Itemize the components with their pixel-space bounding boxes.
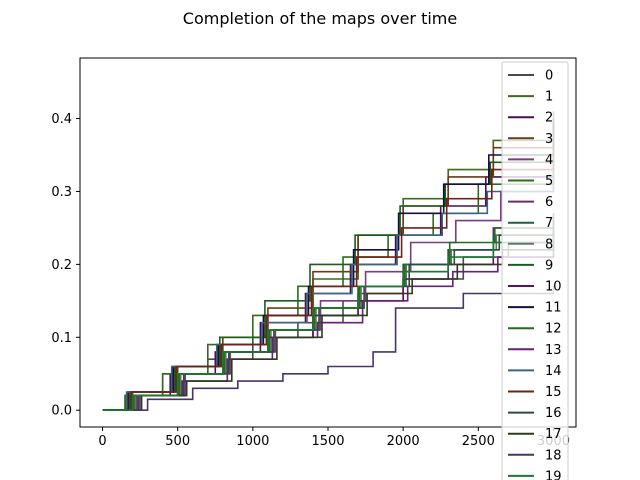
legend-box xyxy=(501,61,569,480)
legend-label: 6 xyxy=(545,195,553,210)
x-tick-label: 1000 xyxy=(236,434,269,449)
series-line-18 xyxy=(102,286,555,411)
y-tick-label: 0.0 xyxy=(51,404,72,419)
y-axis: 0.0 0.1 0.2 0.3 0.4 xyxy=(51,112,80,419)
legend-label: 9 xyxy=(545,258,553,273)
series-line-19 xyxy=(102,235,555,411)
legend-label: 0 xyxy=(545,69,553,84)
legend-label: 4 xyxy=(545,153,553,168)
y-tick-label: 0.1 xyxy=(51,331,72,346)
x-tick-label: 2500 xyxy=(462,434,495,449)
series-line-14 xyxy=(102,169,555,411)
legend-label: 17 xyxy=(545,427,562,442)
y-tick-label: 0.4 xyxy=(51,112,72,127)
legend-label: 19 xyxy=(545,469,562,480)
legend-label: 14 xyxy=(545,364,562,379)
series-line-17 xyxy=(102,235,555,411)
y-tick-label: 0.3 xyxy=(51,185,72,200)
legend-label: 16 xyxy=(545,406,562,421)
series-line-2 xyxy=(102,125,555,411)
x-tick-label: 2000 xyxy=(387,434,420,449)
legend-label: 10 xyxy=(545,280,562,295)
series-line-4 xyxy=(102,162,555,411)
x-tick-label: 500 xyxy=(165,434,190,449)
legend-label: 1 xyxy=(545,90,553,105)
series-line-15 xyxy=(102,147,555,411)
legend-label: 15 xyxy=(545,385,562,400)
legend-label: 18 xyxy=(545,448,562,463)
legend-label: 7 xyxy=(545,216,553,231)
legend-label: 2 xyxy=(545,111,553,126)
x-axis: 050010001500200025003000 xyxy=(98,427,570,449)
series-line-1 xyxy=(102,111,555,411)
legend-label: 8 xyxy=(545,237,553,252)
legend-label: 3 xyxy=(545,132,553,147)
series-line-13 xyxy=(102,242,555,411)
y-tick-label: 0.2 xyxy=(51,258,72,273)
legend-label: 5 xyxy=(545,174,553,189)
legend-label: 13 xyxy=(545,343,562,358)
series-line-11 xyxy=(102,118,555,411)
legend-label: 12 xyxy=(545,322,562,337)
series-layer xyxy=(102,111,555,411)
x-tick-label: 1500 xyxy=(311,434,344,449)
legend-label: 11 xyxy=(545,301,562,316)
x-tick-label: 0 xyxy=(98,434,106,449)
chart-title: Completion of the maps over time xyxy=(183,9,457,28)
